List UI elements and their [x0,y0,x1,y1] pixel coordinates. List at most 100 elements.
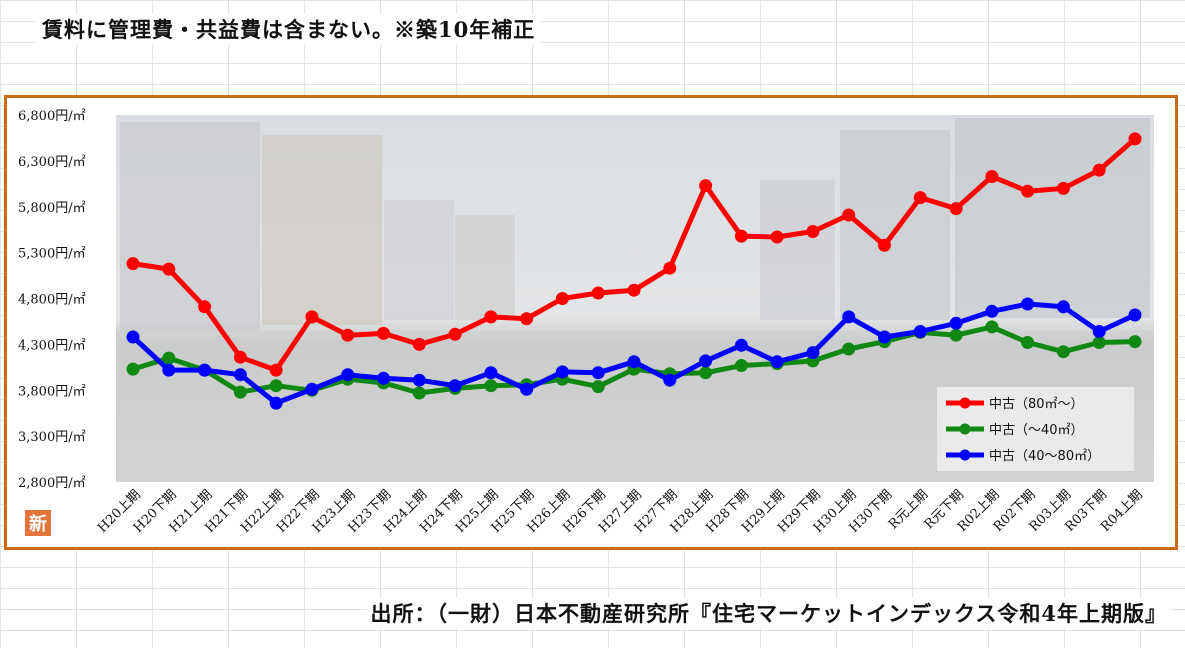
data-point [1092,325,1106,338]
series-lines [126,132,1142,410]
data-point [162,363,176,377]
y-tick-label: 6,800円/㎡ [18,109,86,124]
data-point [269,396,283,410]
data-point [985,320,999,334]
data-point [1056,300,1070,314]
data-point [448,379,462,393]
data-point [734,229,748,243]
legend-marker [959,397,971,409]
data-point [1021,297,1035,311]
data-point [699,354,713,368]
header-note: 賃料に管理費・共益費は含まない。※築10年補正 [36,14,542,44]
y-tick-label: 4,300円/㎡ [18,338,86,353]
data-point [484,310,498,324]
legend-label: 中古（40～80㎡） [989,449,1100,464]
data-point [1092,163,1106,177]
data-point [484,366,498,380]
data-point [1128,335,1142,349]
data-point [233,350,247,364]
series-1 [126,320,1142,400]
data-point [842,208,856,222]
data-point [162,351,176,365]
series-0 [126,132,1142,377]
data-point [1128,308,1142,322]
data-point [1021,336,1035,349]
data-point [412,386,426,400]
legend: 中古（80㎡～） 中古（～40㎡） 中古（40～80㎡） [937,387,1134,471]
data-point [233,385,247,399]
data-point [1092,336,1106,349]
data-point [734,338,748,352]
data-point [126,362,140,376]
data-point [663,261,677,275]
data-point [412,337,426,351]
y-tick-label: 4,800円/㎡ [18,293,86,308]
data-point [770,230,784,244]
data-point [949,316,963,330]
data-point [913,325,927,338]
data-point [341,328,355,342]
data-point [341,368,355,382]
data-point [484,379,498,393]
source-caption: 出所：（一財）日本不動産研究所『住宅マーケットインデックス令和4年上期版』 [366,598,1171,628]
data-point [985,170,999,183]
y-tick-label: 3,800円/㎡ [18,384,86,399]
data-point [555,365,569,379]
x-axis: H20上期H20下期H21上期H21下期H22上期H22下期H23上期H23下期… [95,487,1146,536]
data-point [305,310,319,324]
data-point [198,363,212,377]
y-axis: 6,800円/㎡ 6,300円/㎡ 5,800円/㎡ 5,300円/㎡ 4,800円/㎡… [18,109,86,491]
data-point [448,327,462,341]
y-tick-label: 2,800円/㎡ [18,476,86,491]
data-point [520,312,534,326]
data-point [126,330,140,344]
data-point [627,283,641,297]
data-point [591,366,605,380]
data-point [663,373,677,387]
logo-badge: 新 [22,509,56,537]
data-point [878,330,891,344]
logo-badge-text: 新 [29,513,47,535]
legend-item: 中古（40～80㎡） [946,449,1100,464]
data-point [233,368,247,382]
data-point [1056,181,1070,195]
data-point [412,373,426,387]
data-point [591,286,605,300]
data-point [806,346,820,360]
data-point [198,300,212,314]
data-point [1021,184,1035,198]
data-point [699,366,713,380]
y-tick-label: 3,300円/㎡ [18,430,86,445]
data-point [591,380,605,394]
y-tick-label: 6,300円/㎡ [18,155,86,170]
data-point [699,179,713,193]
data-point [985,304,999,318]
y-tick-label: 5,800円/㎡ [18,201,86,216]
data-point [627,355,641,369]
data-point [913,191,927,205]
data-point [806,225,820,238]
data-point [770,355,784,369]
data-point [878,238,891,252]
legend-marker [959,449,971,461]
data-point [126,257,140,271]
data-point [269,379,283,393]
data-point [520,382,534,396]
legend-marker [959,423,971,435]
legend-item: 中古（～40㎡） [946,423,1084,438]
data-point [842,342,856,356]
data-point [949,328,963,342]
legend-label: 中古（～40㎡） [989,423,1084,438]
data-point [269,363,283,377]
data-point [1056,345,1070,359]
legend-item: 中古（80㎡～） [946,397,1084,412]
data-point [1128,132,1142,146]
data-point [949,202,963,216]
series-2 [126,297,1142,410]
data-point [377,326,390,340]
data-point [555,292,569,305]
data-point [305,382,319,396]
data-point [734,359,748,372]
data-point [842,310,856,324]
